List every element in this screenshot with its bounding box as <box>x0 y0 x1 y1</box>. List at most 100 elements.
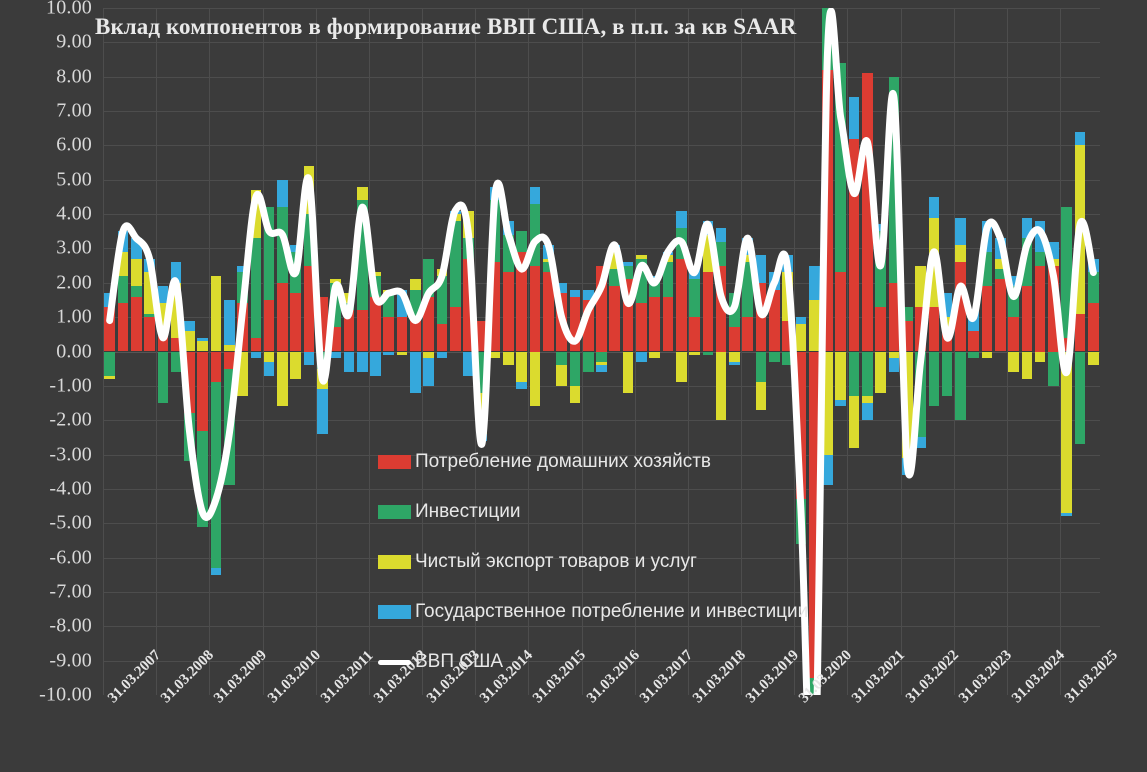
bar-segment-net_exports <box>1021 351 1033 379</box>
bar-column[interactable] <box>582 8 594 695</box>
gridline-vertical <box>368 8 370 695</box>
legend-item[interactable]: Потребление домашних хозяйств <box>378 437 808 487</box>
bar-segment-net_exports <box>489 351 501 359</box>
legend-item[interactable]: Инвестиции <box>378 487 808 537</box>
bar-column[interactable] <box>596 8 607 695</box>
bar-segment-government <box>675 210 687 228</box>
bar-segment-investment <box>356 200 368 311</box>
bar-column[interactable] <box>356 8 368 695</box>
bar-segment-net_exports <box>197 341 208 352</box>
bar-column[interactable] <box>569 8 581 695</box>
bar-segment-government <box>317 389 328 434</box>
bar-segment-households <box>569 296 581 352</box>
gridline-vertical <box>581 8 583 695</box>
bar-segment-net_exports <box>795 324 807 352</box>
bar-segment-government <box>370 351 381 376</box>
bar-segment-investment <box>1008 286 1019 318</box>
bar-segment-government <box>343 351 355 373</box>
bar-segment-investment <box>662 262 674 297</box>
legend-item[interactable]: Чистый экспорт товаров и услуг <box>378 537 808 587</box>
bar-segment-government <box>210 567 222 575</box>
y-axis-tick-label: 3.00 <box>56 236 92 259</box>
gridline-horizontal <box>103 488 1100 490</box>
bar-segment-net_exports <box>1088 351 1099 366</box>
bar-segment-households <box>356 310 368 352</box>
bar-segment-investment <box>928 351 940 407</box>
bar-segment-government <box>596 365 607 373</box>
bar-segment-households <box>1008 317 1019 352</box>
bar-segment-government <box>1021 217 1033 239</box>
bar-segment-net_exports <box>981 351 993 359</box>
bar-segment-households <box>117 303 129 352</box>
bar-column[interactable] <box>396 8 408 695</box>
y-axis-tick-label: 2.00 <box>56 271 92 294</box>
bar-column[interactable] <box>263 8 275 695</box>
bar-segment-households <box>862 73 873 352</box>
bar-segment-households <box>848 138 860 352</box>
bar-segment-households <box>463 258 474 352</box>
bar-column[interactable] <box>410 8 421 695</box>
chart-legend: Потребление домашних хозяйств Инвестиции Ч… <box>378 437 808 687</box>
y-axis-tick-label: -5.00 <box>49 511 92 534</box>
gridline-vertical <box>422 8 424 695</box>
legend-line-icon <box>378 659 411 665</box>
bar-segment-investment <box>436 275 448 324</box>
bar-column[interactable] <box>835 8 847 695</box>
gridline-horizontal <box>103 660 1100 662</box>
bar-column[interactable] <box>1008 8 1019 695</box>
bar-column[interactable] <box>955 8 966 695</box>
bar-segment-net_exports <box>1061 351 1073 513</box>
bar-segment-households <box>436 324 448 352</box>
gridline-horizontal <box>103 248 1100 250</box>
bar-segment-investment <box>250 238 262 338</box>
bar-segment-government <box>928 196 940 218</box>
plot-area <box>103 8 1100 695</box>
bar-column[interactable] <box>130 8 142 695</box>
bar-segment-households <box>184 351 195 414</box>
bar-segment-government <box>250 351 262 359</box>
y-axis-tick-label: -10.00 <box>39 683 92 706</box>
bar-segment-households <box>197 351 208 431</box>
bar-segment-households <box>702 272 714 352</box>
legend-item[interactable]: ВВП США <box>378 637 808 687</box>
bar-column[interactable] <box>622 8 634 695</box>
bar-segment-households <box>170 337 182 352</box>
gridline-vertical <box>315 8 317 695</box>
bar-segment-investment <box>901 306 913 321</box>
gridline-vertical <box>634 8 636 695</box>
bar-column[interactable] <box>197 8 208 695</box>
bar-segment-government <box>237 265 248 273</box>
bar-column[interactable] <box>423 8 434 695</box>
bar-column[interactable] <box>516 8 528 695</box>
bar-segment-government <box>888 358 900 373</box>
bar-column[interactable] <box>210 8 222 695</box>
bar-segment-investment <box>596 351 607 362</box>
bar-column[interactable] <box>636 8 647 695</box>
y-axis-tick-label: -4.00 <box>49 477 92 500</box>
bar-column[interactable] <box>1021 8 1033 695</box>
bar-column[interactable] <box>888 8 900 695</box>
bar-segment-households <box>742 317 754 352</box>
bar-segment-households <box>210 351 222 383</box>
bar-segment-investment <box>383 293 395 318</box>
bar-segment-investment <box>449 220 461 307</box>
bar-column[interactable] <box>1061 8 1073 695</box>
bar-segment-households <box>1061 337 1073 352</box>
bar-segment-households <box>277 282 288 352</box>
legend-item[interactable]: Государственное потребление и инвестиции <box>378 587 808 637</box>
page-title: Вклад компонентов в формирование ВВП США… <box>95 14 797 39</box>
bar-segment-investment <box>955 351 966 421</box>
bar-segment-investment <box>516 231 528 252</box>
bar-column[interactable] <box>170 8 182 695</box>
bar-segment-households <box>582 299 594 352</box>
bar-segment-government <box>1074 131 1086 146</box>
bar-segment-investment <box>1074 351 1086 445</box>
bar-column[interactable] <box>848 8 860 695</box>
bar-column[interactable] <box>529 8 541 695</box>
bar-segment-net_exports <box>170 282 182 338</box>
bar-segment-investment <box>170 351 182 373</box>
bar-segment-net_exports <box>649 351 660 359</box>
bar-column[interactable] <box>862 8 873 695</box>
bar-segment-investment <box>1034 251 1046 266</box>
bar-column[interactable] <box>715 8 727 695</box>
